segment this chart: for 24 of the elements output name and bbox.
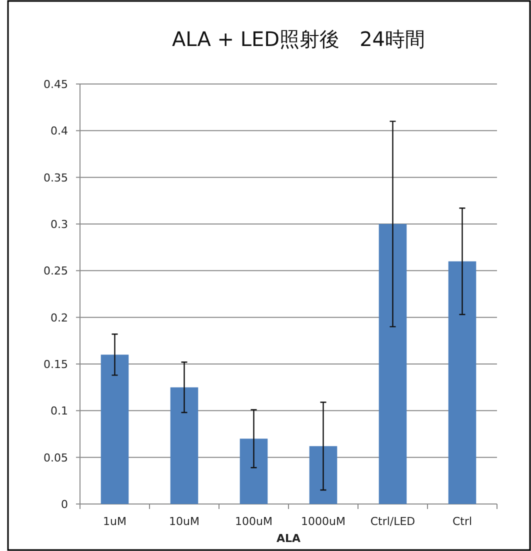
x-tick-label: 1000uM	[301, 515, 346, 528]
x-tick-label: Ctrl	[452, 515, 472, 528]
y-tick-label: 0.2	[50, 311, 68, 324]
bar	[100, 354, 129, 504]
y-tick-label: 0.3	[50, 218, 68, 231]
y-tick-label: 0.45	[44, 78, 68, 91]
y-tick-label: 0.05	[44, 451, 68, 464]
x-tick-label: 10uM	[169, 515, 200, 528]
y-tick-label: 0.4	[50, 124, 68, 138]
chart-title: ALA + LED照射後 24時間	[172, 27, 426, 51]
y-tick-label: 0.25	[44, 264, 68, 278]
x-tick-label: 100uM	[235, 515, 272, 528]
bar	[309, 446, 338, 504]
bar	[448, 261, 476, 504]
x-axis-title: ALA	[276, 532, 301, 545]
y-tick-label: 0.15	[44, 358, 68, 371]
y-tick-label: 0.1	[50, 404, 68, 418]
bar	[378, 224, 407, 504]
y-tick-label: 0	[61, 498, 68, 511]
bar	[170, 387, 198, 504]
y-tick-label: 0.35	[44, 171, 68, 184]
x-tick-label: Ctrl/LED	[370, 515, 416, 528]
x-tick-label: 1uM	[103, 515, 126, 528]
bar	[240, 438, 268, 504]
